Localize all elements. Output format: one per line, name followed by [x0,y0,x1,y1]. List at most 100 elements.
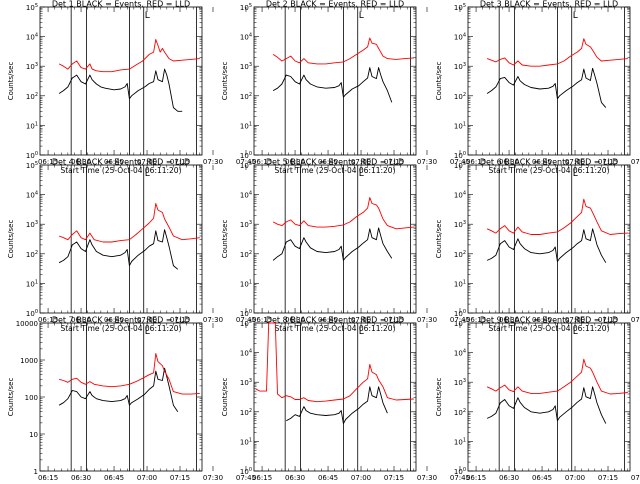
x-tick-label: 07:00 [137,158,157,166]
plot-frame [39,322,203,472]
x-axis-label: Start Time (25-Oct-04 06:11:20) [274,324,395,333]
y-tick-label: 100 [240,309,252,318]
x-tick-label: 07:15 [384,158,404,166]
marker-label: L [573,169,578,179]
y-tick-label: 103 [26,62,38,71]
x-tick-label: 06:45 [532,316,552,324]
panel-title: Det 9 BLACK = Events, RED = LLD [480,316,618,325]
y-tick-label: 100 [26,309,38,318]
y-tick-label: 102 [454,408,466,417]
series-events-line [58,68,183,112]
panel-title: Det 1 BLACK = Events, RED = LLD [52,0,190,9]
y-tick-label: 102 [240,408,252,417]
series-events-line [486,228,607,263]
x-tick-label: 06:15 [466,158,486,166]
series-events-line [58,367,179,412]
x-tick-label: 06:45 [104,474,124,480]
marker-label: L [573,11,578,21]
x-tick-label: 07:15 [384,474,404,480]
x-tick-label: 07:15 [598,316,618,324]
series-events-line [58,229,179,270]
x-tick-label: 07:30 [631,474,640,480]
x-tick-label: 07:30 [631,158,640,166]
x-tick-label: 07:15 [170,158,190,166]
x-tick-label: 06:15 [466,474,486,480]
y-tick-label: 101 [454,279,466,288]
series-lld-line [58,353,200,395]
x-tick-label: 06:15 [38,474,58,480]
y-tick-label: 102 [240,92,252,101]
y-tick-label: 101 [240,437,252,446]
x-tick-label: 07:30 [203,158,223,166]
y-axis-label: Counts/sec [221,378,229,417]
y-tick-label: 103 [26,220,38,229]
y-tick-label: 105 [454,3,466,12]
y-tick-label: 104 [240,191,252,200]
plot-frame [253,322,417,472]
x-tick-label: 07:45 [236,474,256,480]
x-tick-label: 06:15 [252,158,272,166]
marker-label: L [359,169,364,179]
x-tick-label: 07:45 [450,316,470,324]
x-tick-label: 06:30 [499,316,519,324]
marker-label: L [573,327,578,337]
y-axis-label: Counts/sec [221,62,229,101]
x-tick-label: 06:45 [318,158,338,166]
x-tick-label: 07:45 [450,474,470,480]
x-tick-label: 06:15 [466,316,486,324]
y-tick-label: 105 [26,161,38,170]
plot-frame [39,164,203,314]
y-tick-label: 104 [454,349,466,358]
x-tick-label: 06:45 [318,474,338,480]
y-tick-label: 101 [26,121,38,130]
marker-label: L [145,327,150,337]
y-axis-label: Counts/sec [7,62,15,101]
y-tick-label: 10000 [16,320,38,328]
x-tick-label: 07:00 [137,474,157,480]
x-tick-label: 07:15 [170,474,190,480]
y-tick-label: 103 [240,378,252,387]
x-tick-label: 07:00 [137,316,157,324]
x-tick-label: 07:45 [236,158,256,166]
y-tick-label: 105 [240,3,252,12]
plot-frame [253,164,417,314]
x-tick-label: 06:30 [71,474,91,480]
x-tick-label: 07:45 [236,316,256,324]
y-axis-label: Counts/sec [7,378,15,417]
x-tick-label: 06:45 [532,474,552,480]
y-tick-label: 104 [240,349,252,358]
panel-title: Det 7 BLACK = Events, RED = LLD [52,316,190,325]
panel-title: Det 2 BLACK = Events, RED = LLD [266,0,404,9]
y-tick-label: 10 [29,431,38,439]
series-events-line [286,386,388,425]
marker-label: L [145,169,150,179]
x-tick-label: 06:45 [104,158,124,166]
x-tick-label: 07:00 [351,474,371,480]
y-tick-label: 104 [26,191,38,200]
x-tick-label: 07:30 [417,158,437,166]
x-tick-label: 07:00 [351,316,371,324]
series-events-line [486,386,607,424]
y-tick-label: 102 [240,250,252,259]
series-lld-line [272,37,414,65]
y-tick-label: 100 [25,394,38,402]
y-tick-label: 100 [454,151,466,160]
plot-frame [253,6,417,156]
x-tick-label: 07:45 [450,158,470,166]
y-tick-label: 102 [454,92,466,101]
y-tick-label: 1 [34,468,38,476]
series-events-line [272,67,393,103]
x-tick-label: 06:30 [285,474,305,480]
x-tick-label: 07:00 [565,158,585,166]
x-tick-label: 07:00 [351,158,371,166]
x-tick-label: 07:30 [203,316,223,324]
y-tick-label: 101 [26,279,38,288]
y-tick-label: 101 [240,279,252,288]
x-tick-label: 06:30 [71,316,91,324]
